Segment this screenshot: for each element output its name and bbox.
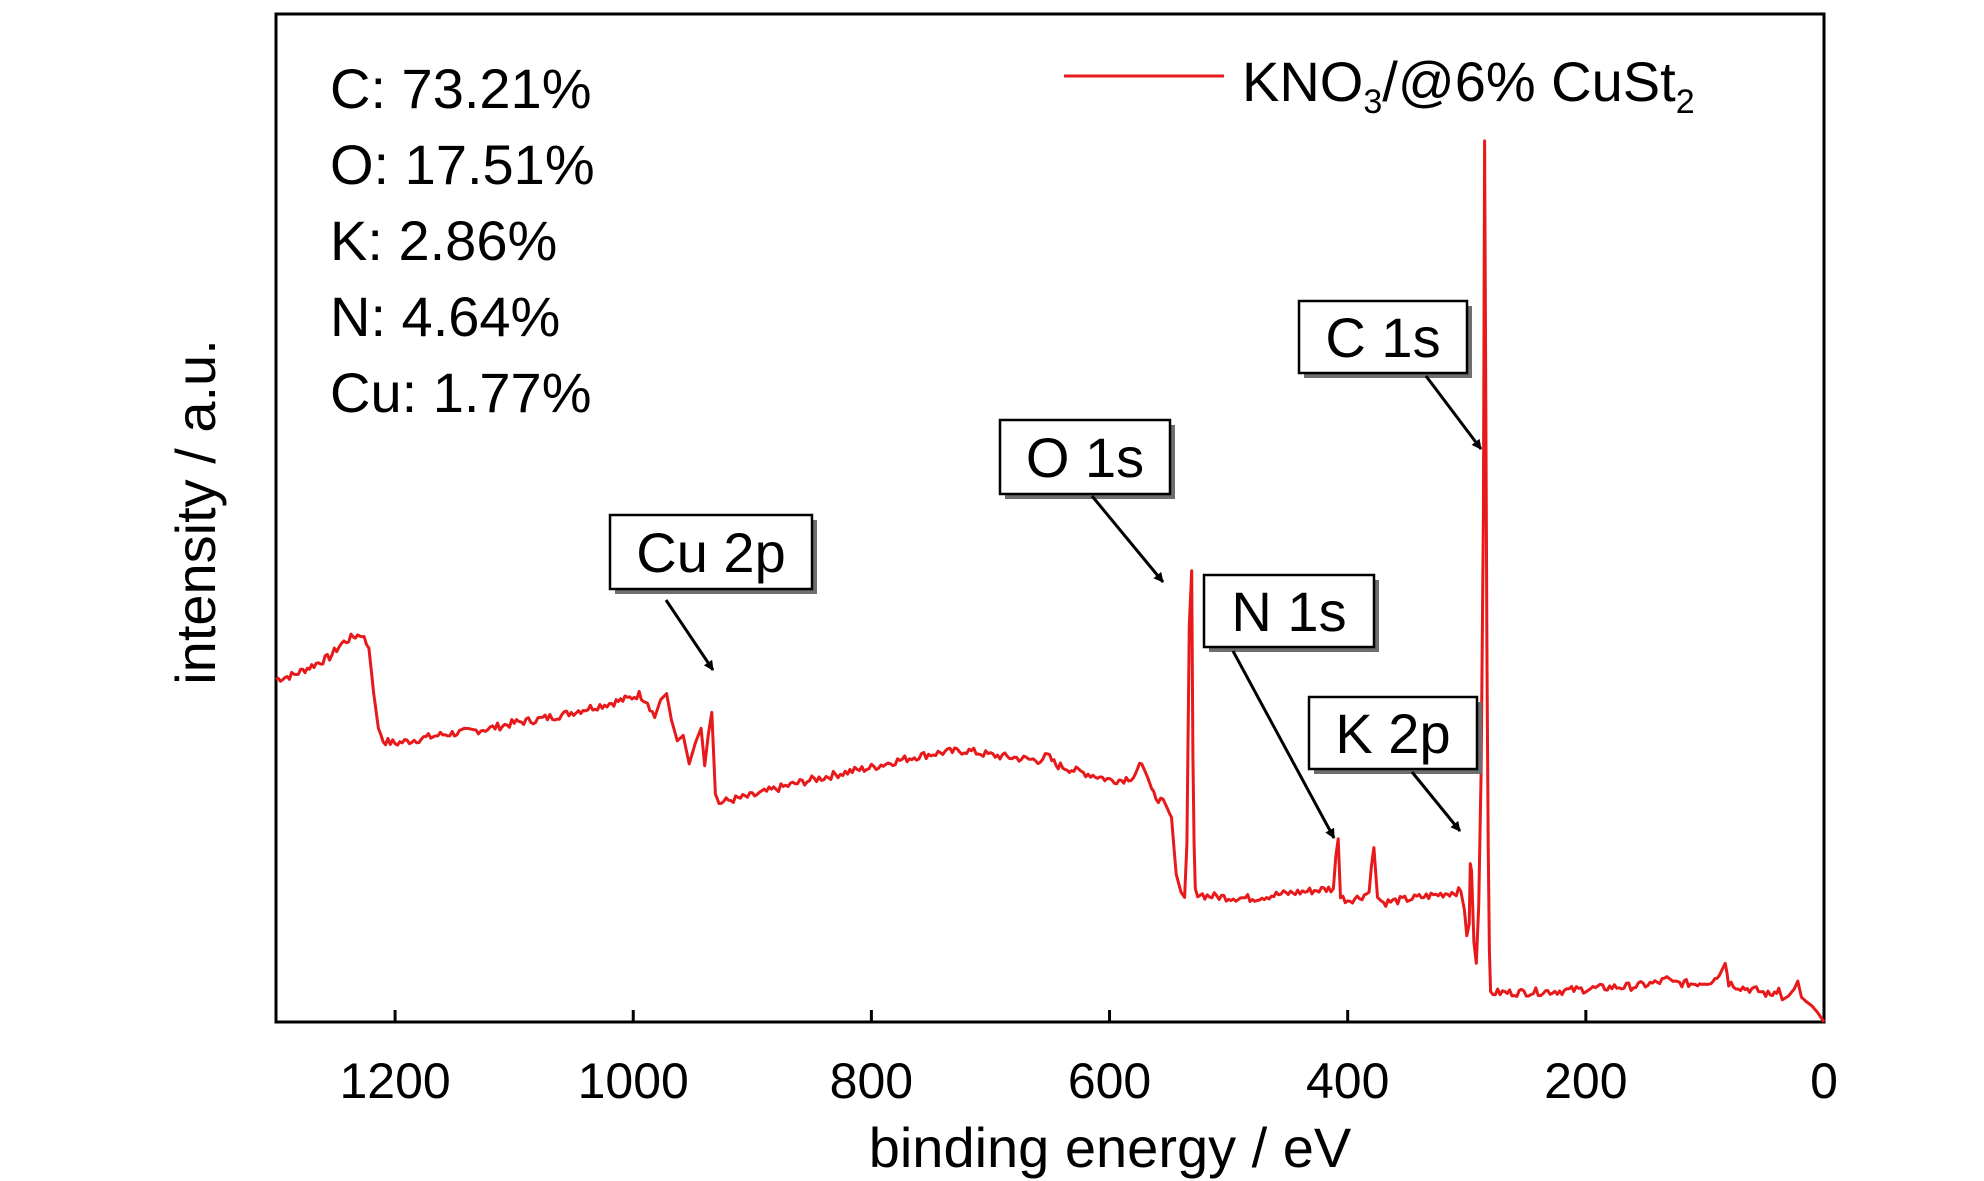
composition-list: C: 73.21% O: 17.51% K: 2.86% N: 4.64% Cu: 1.… bbox=[330, 57, 595, 424]
annotation-label: O 1s bbox=[1026, 426, 1144, 489]
peak-annotations: Cu 2p O 1s N 1s K 2p C 1s bbox=[608, 299, 1483, 839]
annotation-label: K 2p bbox=[1335, 702, 1450, 765]
composition-cu: Cu: 1.77% bbox=[330, 361, 592, 424]
plot-frame bbox=[274, 12, 1826, 1024]
legend-label: KNO3/@6% CuSt2 bbox=[1242, 50, 1695, 121]
annotation-box bbox=[608, 513, 814, 591]
legend-part: KNO bbox=[1242, 50, 1363, 113]
x-tick-label: 1200 bbox=[339, 1053, 450, 1109]
x-tick-label: 400 bbox=[1306, 1053, 1389, 1109]
annotation-arrow bbox=[1090, 495, 1165, 583]
annotation-box bbox=[1307, 695, 1479, 771]
y-axis-title: intensity / a.u. bbox=[164, 339, 227, 685]
x-tick-label: 600 bbox=[1068, 1053, 1151, 1109]
legend-subscript: 2 bbox=[1676, 83, 1695, 121]
x-axis-title: binding energy / eV bbox=[869, 1116, 1352, 1179]
annotation-label: N 1s bbox=[1231, 580, 1346, 643]
annotation-k-2p: K 2p bbox=[1307, 695, 1482, 832]
annotation-n-1s: N 1s bbox=[1202, 573, 1379, 839]
composition-o: O: 17.51% bbox=[330, 133, 595, 196]
annotation-label: C 1s bbox=[1325, 306, 1440, 369]
annotation-arrow bbox=[1424, 375, 1483, 450]
annotation-arrow bbox=[1410, 771, 1462, 832]
annotation-cu-2p: Cu 2p bbox=[608, 513, 817, 671]
legend: KNO3/@6% CuSt2 bbox=[1064, 50, 1695, 121]
annotation-label: Cu 2p bbox=[636, 521, 785, 584]
annotation-box bbox=[1202, 573, 1376, 649]
legend-subscript: 3 bbox=[1363, 83, 1382, 121]
x-tick-label: 800 bbox=[830, 1053, 913, 1109]
legend-part: /@6% CuSt bbox=[1382, 50, 1676, 113]
x-tick-label: 200 bbox=[1544, 1053, 1627, 1109]
annotation-arrow bbox=[1231, 650, 1336, 839]
composition-n: N: 4.64% bbox=[330, 285, 560, 348]
annotation-box bbox=[1297, 299, 1469, 375]
annotation-c-1s: C 1s bbox=[1297, 299, 1483, 450]
composition-c: C: 73.21% bbox=[330, 57, 592, 120]
x-tick-label: 0 bbox=[1810, 1053, 1838, 1109]
annotation-o-1s: O 1s bbox=[998, 418, 1175, 583]
series-line-kno3-custe bbox=[275, 139, 1826, 1023]
x-tick-label: 1000 bbox=[578, 1053, 689, 1109]
composition-k: K: 2.86% bbox=[330, 209, 557, 272]
annotation-box bbox=[998, 418, 1172, 496]
x-axis: 1200 1000 800 600 400 200 0 bbox=[339, 1010, 1838, 1109]
annotation-arrow bbox=[664, 599, 715, 671]
